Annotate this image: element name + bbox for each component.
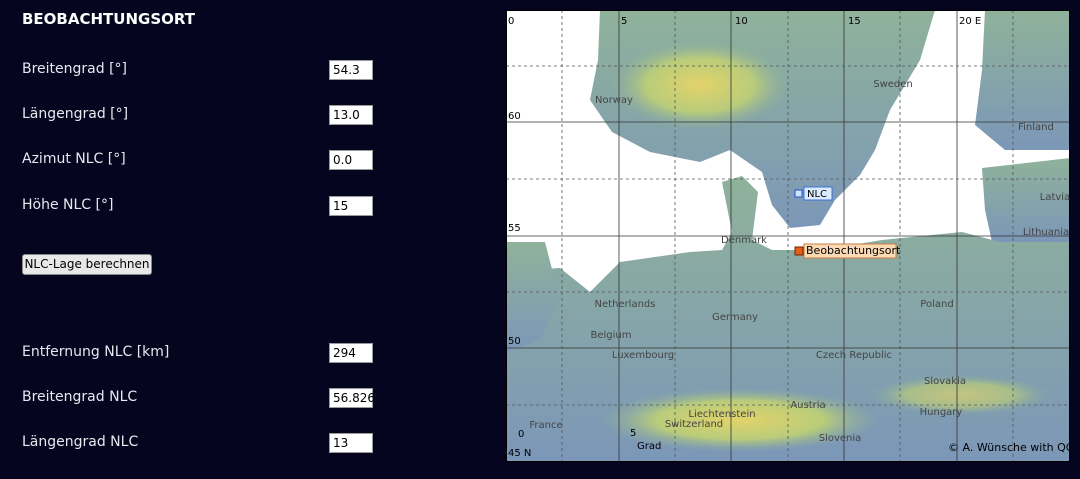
input[interactable]: 54.3: [329, 60, 373, 80]
map[interactable]: 0 5 10 15 20 E 60 55 50 45 N 0 5 Grad No…: [506, 10, 1070, 462]
label: Längengrad NLC: [22, 434, 139, 450]
title: BEOBACHTUNGSORT: [22, 10, 195, 28]
country-label: Liechtenstein: [688, 409, 755, 420]
lat-label: 60: [508, 111, 521, 122]
grid: [506, 10, 1070, 462]
lon-label: 10: [735, 16, 748, 27]
label: Längengrad [°]: [22, 106, 129, 122]
observer-label-box: [803, 243, 897, 259]
country-label: Slovakia: [924, 376, 966, 387]
country-label: Netherlands: [595, 299, 656, 310]
country-label: Finland: [1018, 122, 1054, 133]
country-label: France: [529, 420, 562, 431]
lat-label: 45 N: [508, 448, 531, 459]
country-label: Luxembourg: [612, 350, 674, 361]
country-label: Slovenia: [819, 433, 862, 444]
input[interactable]: 0.0: [329, 150, 373, 170]
country-label: Sweden: [873, 79, 913, 90]
input[interactable]: 15: [329, 196, 373, 216]
country-labels: Norway Sweden Finland Latvia Lithuania Denmar…: [529, 79, 1070, 444]
lat-label: 55: [508, 223, 521, 234]
label: Breitengrad [°]: [22, 61, 128, 77]
map-border: [506, 10, 1070, 462]
lon-label: 5: [630, 428, 636, 439]
country-label: Latvia: [1040, 192, 1070, 203]
country-label: Poland: [920, 299, 953, 310]
lat-label: 50: [508, 336, 521, 347]
label: Azimut NLC [°]: [22, 151, 126, 167]
country-label: Lithuania: [1023, 227, 1069, 238]
lon-label: 20 E: [959, 16, 981, 27]
button[interactable]: NLC-Lage berechnen: [22, 254, 152, 275]
label: Entfernung NLC [km]: [22, 344, 170, 360]
lon-label: 15: [848, 16, 861, 27]
country-label: Belgium: [591, 330, 632, 341]
country-label: Austria: [790, 400, 825, 411]
lon-label: Grad: [637, 441, 661, 452]
lon-label: 0: [518, 429, 524, 440]
output: 294: [329, 343, 373, 363]
mountains: [610, 40, 790, 130]
observer-label: Beobachtungsort: [806, 244, 901, 257]
country-label: Switzerland: [665, 419, 723, 430]
label: Breitengrad NLC: [22, 389, 138, 405]
lon-label: 0: [508, 16, 514, 27]
nlc-marker[interactable]: [794, 189, 803, 198]
label: Höhe NLC [°]: [22, 197, 114, 213]
country-label: Germany: [712, 312, 758, 323]
country-label: Hungary: [920, 407, 963, 418]
country-label: Norway: [595, 95, 633, 106]
nlc-label-box: [803, 186, 833, 201]
copyright: © A. Wünsche with QG: [948, 441, 1070, 454]
observer-marker[interactable]: [794, 246, 804, 256]
output: 56.826: [329, 388, 375, 408]
mountains: [600, 388, 880, 452]
input[interactable]: 13.0: [329, 105, 373, 125]
nlc-label: NLC: [807, 189, 827, 200]
country-label: Denmark: [721, 235, 767, 246]
country-label: Czech Republic: [816, 350, 892, 361]
lon-label: 5: [621, 16, 627, 27]
output: 13: [329, 433, 373, 453]
